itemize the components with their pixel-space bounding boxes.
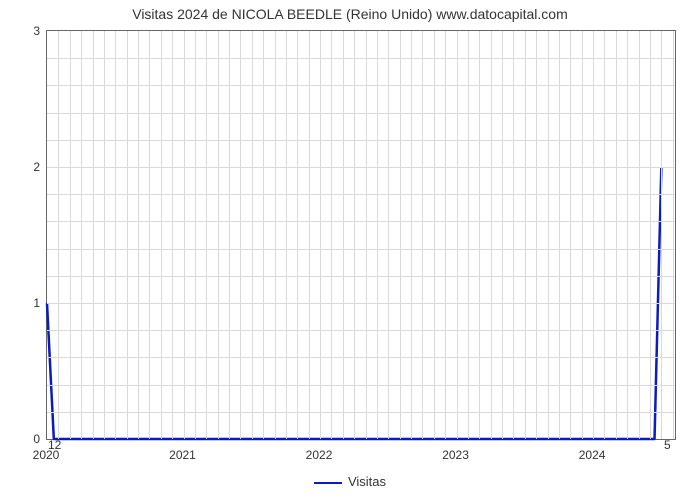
gridline-v (650, 31, 651, 439)
x-tick-label: 2023 (426, 448, 486, 462)
gridline-v (275, 31, 276, 439)
gridline-v (70, 31, 71, 439)
annotation: 5 (664, 438, 671, 452)
gridline-v (320, 31, 321, 439)
gridline-v (491, 31, 492, 439)
y-tick-label: 0 (0, 432, 40, 446)
gridline-v (93, 31, 94, 439)
gridline-v (172, 31, 173, 439)
gridline-v (343, 31, 344, 439)
legend: Visitas (0, 474, 700, 489)
gridline-v (400, 31, 401, 439)
gridline-v (582, 31, 583, 439)
gridline-v (457, 31, 458, 439)
gridline-v (388, 31, 389, 439)
gridline-v (639, 31, 640, 439)
gridline-v (366, 31, 367, 439)
gridline-v (479, 31, 480, 439)
gridline-v (548, 31, 549, 439)
gridline-v (252, 31, 253, 439)
gridline-v (468, 31, 469, 439)
gridline-v (206, 31, 207, 439)
plot-area (46, 30, 676, 440)
gridline-v (331, 31, 332, 439)
gridline-v (525, 31, 526, 439)
gridline-v (58, 31, 59, 439)
gridline-v (411, 31, 412, 439)
gridline-v (81, 31, 82, 439)
gridline-v (138, 31, 139, 439)
gridline-v (149, 31, 150, 439)
gridline-v (127, 31, 128, 439)
gridline-v (377, 31, 378, 439)
x-tick-label: 2020 (16, 448, 76, 462)
legend-swatch (314, 482, 342, 484)
x-tick-label: 2022 (289, 448, 349, 462)
gridline-v (240, 31, 241, 439)
gridline-v (422, 31, 423, 439)
gridline-v (673, 31, 674, 439)
gridline-v (286, 31, 287, 439)
y-tick-label: 3 (0, 24, 40, 38)
gridline-v (604, 31, 605, 439)
gridline-v (536, 31, 537, 439)
gridline-v (161, 31, 162, 439)
gridline-v (104, 31, 105, 439)
gridline-v (184, 31, 185, 439)
y-tick-label: 2 (0, 160, 40, 174)
gridline-v (570, 31, 571, 439)
y-tick-label: 1 (0, 296, 40, 310)
gridline-v (434, 31, 435, 439)
annotation: 12 (48, 438, 61, 452)
gridline-v (354, 31, 355, 439)
gridline-v (115, 31, 116, 439)
gridline-v (661, 31, 662, 439)
gridline-v (593, 31, 594, 439)
gridline-v (616, 31, 617, 439)
x-tick-label: 2024 (562, 448, 622, 462)
gridline-v (218, 31, 219, 439)
gridline-v (263, 31, 264, 439)
gridline-v (559, 31, 560, 439)
gridline-v (297, 31, 298, 439)
gridline-v (309, 31, 310, 439)
gridline-v (445, 31, 446, 439)
gridline-v (502, 31, 503, 439)
gridline-v (513, 31, 514, 439)
legend-label: Visitas (348, 474, 386, 489)
gridline-v (195, 31, 196, 439)
gridline-v (229, 31, 230, 439)
gridline-v (627, 31, 628, 439)
chart-title: Visitas 2024 de NICOLA BEEDLE (Reino Uni… (0, 6, 700, 22)
x-tick-label: 2021 (153, 448, 213, 462)
